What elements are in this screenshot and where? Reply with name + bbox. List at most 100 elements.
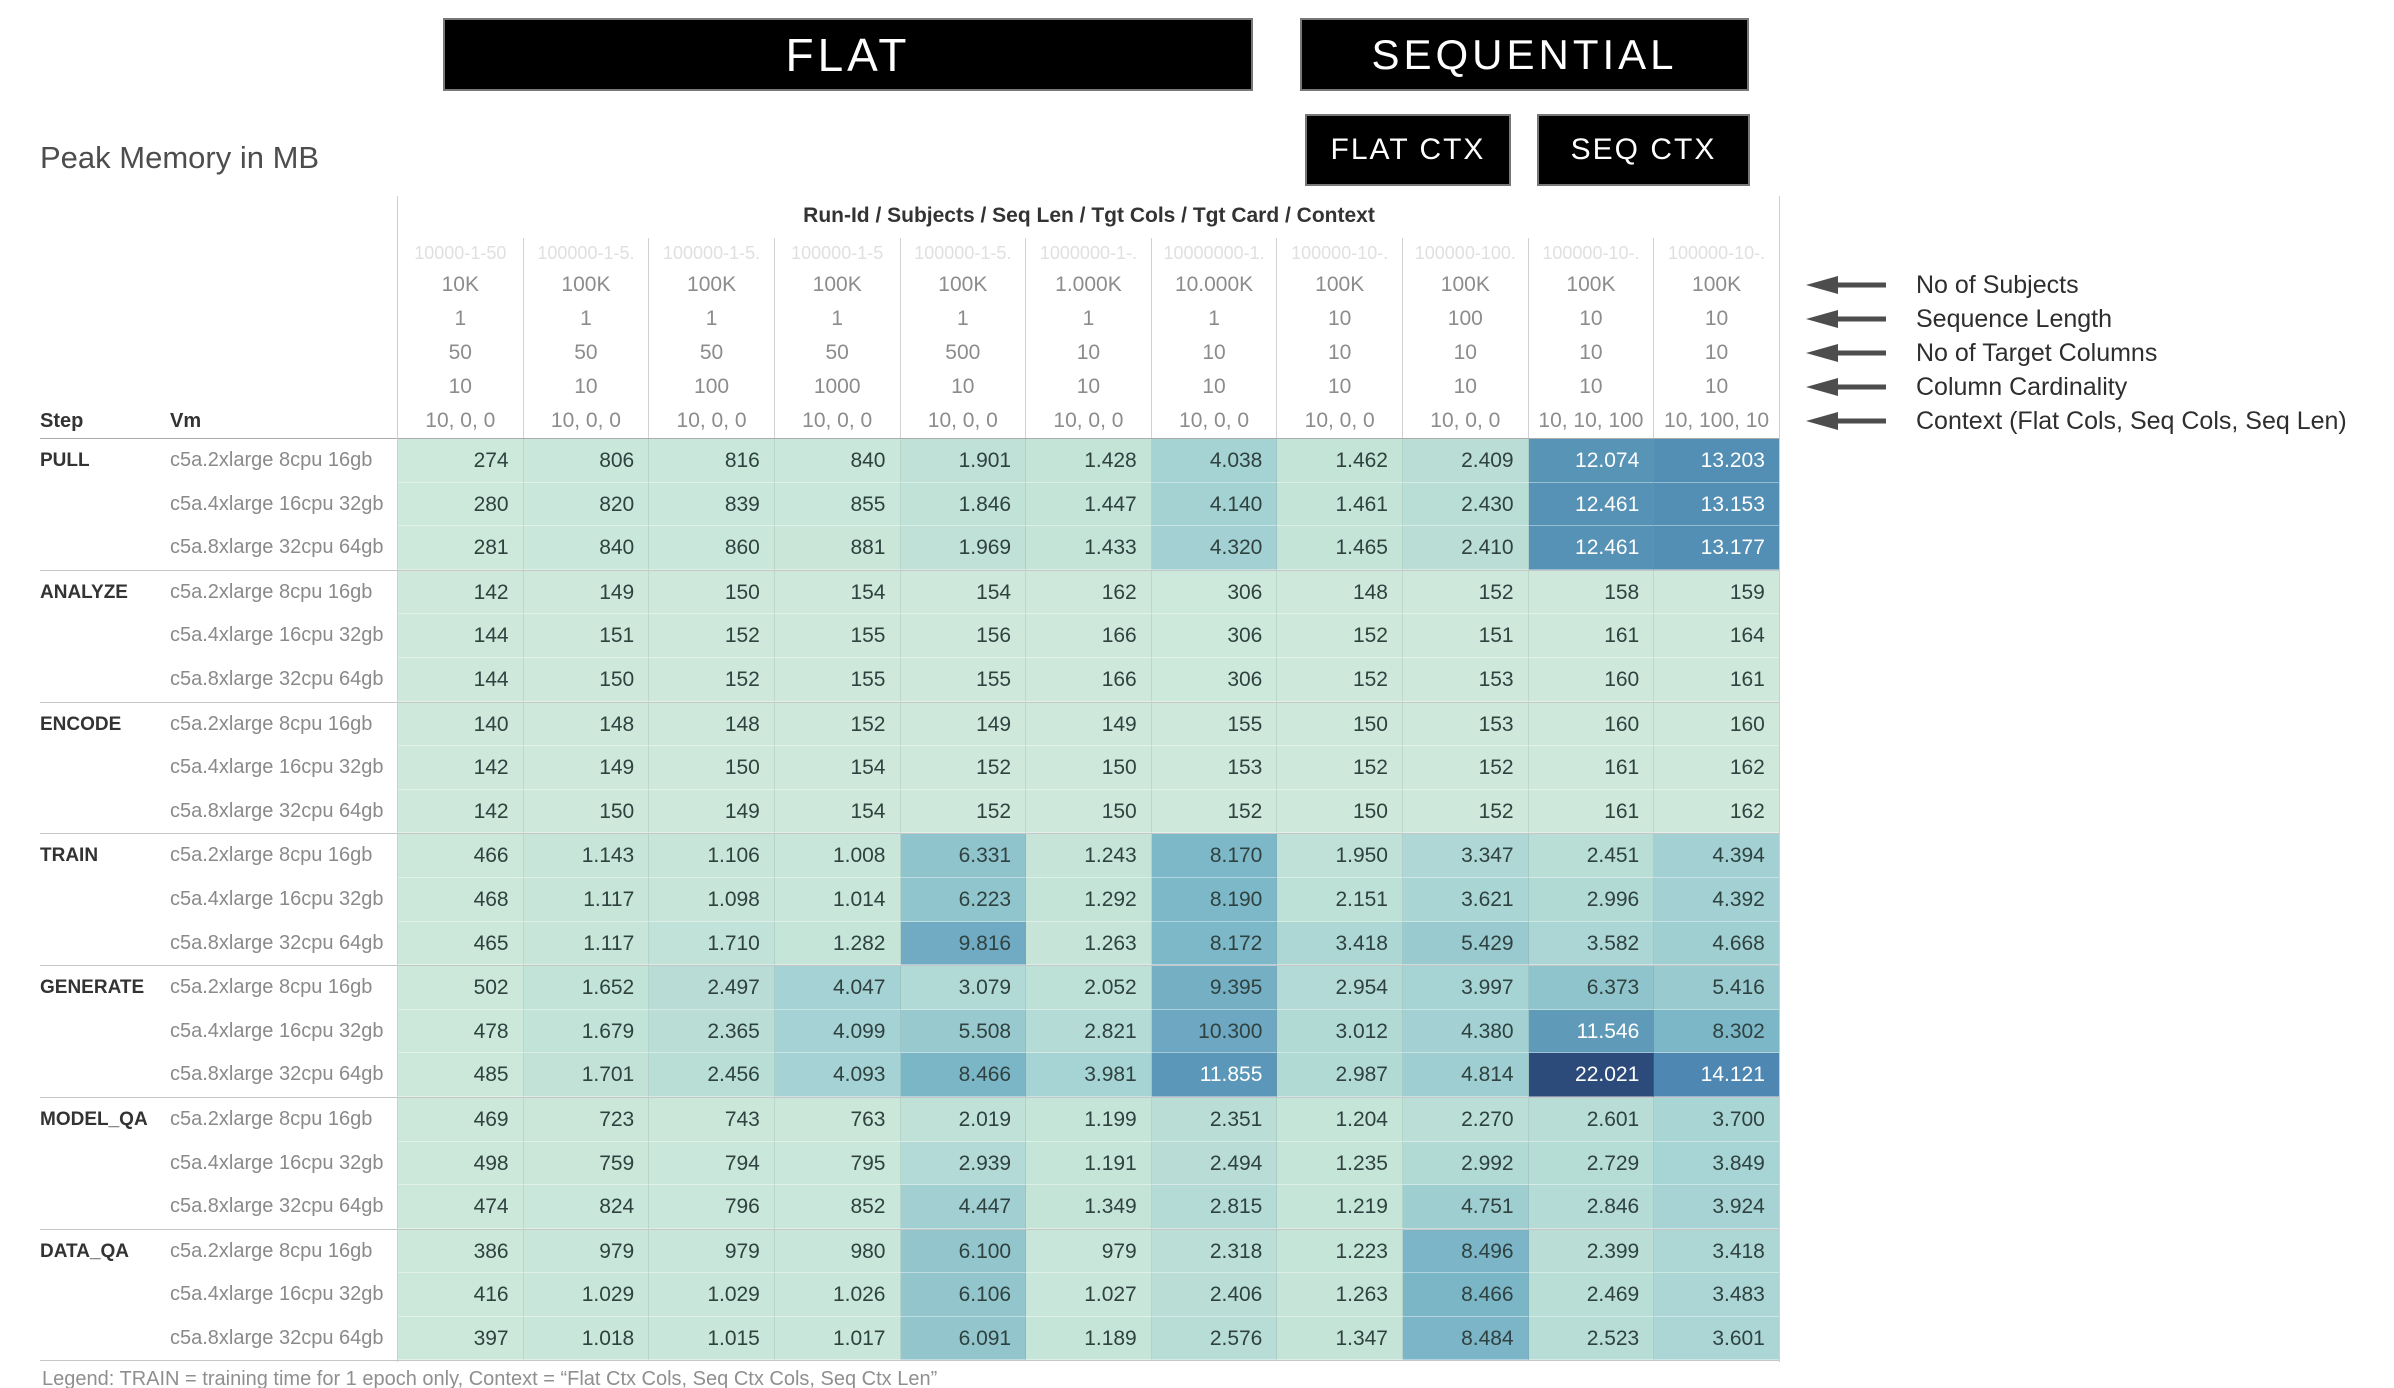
heatmap-cell[interactable]: 840	[523, 526, 650, 570]
heatmap-cell[interactable]: 2.270	[1403, 1097, 1529, 1142]
heatmap-cell[interactable]: 1.117	[523, 921, 650, 966]
heatmap-cell[interactable]: 12.461	[1528, 526, 1655, 570]
heatmap-cell[interactable]: 2.996	[1528, 877, 1655, 922]
heatmap-cell[interactable]: 149	[649, 789, 775, 834]
heatmap-cell[interactable]: 8.170	[1151, 834, 1278, 878]
heatmap-cell[interactable]: 3.347	[1403, 834, 1529, 878]
heatmap-cell[interactable]: 3.700	[1654, 1097, 1780, 1142]
heatmap-cell[interactable]: 162	[1026, 570, 1152, 615]
heatmap-cell[interactable]: 152	[1403, 570, 1529, 615]
heatmap-cell[interactable]: 465	[398, 921, 524, 966]
heatmap-cell[interactable]: 4.047	[774, 966, 901, 1010]
heatmap-cell[interactable]: 8.496	[1403, 1229, 1529, 1274]
heatmap-cell[interactable]: 150	[1277, 789, 1403, 834]
heatmap-cell[interactable]: 3.621	[1403, 877, 1529, 922]
heatmap-cell[interactable]: 13.153	[1654, 482, 1780, 527]
heatmap-cell[interactable]: 806	[523, 439, 650, 483]
heatmap-cell[interactable]: 274	[398, 439, 524, 483]
heatmap-cell[interactable]: 13.177	[1654, 526, 1780, 570]
heatmap-cell[interactable]: 1.263	[1277, 1273, 1403, 1317]
heatmap-cell[interactable]: 4.140	[1151, 482, 1278, 527]
heatmap-cell[interactable]: 150	[1026, 746, 1152, 790]
heatmap-cell[interactable]: 2.469	[1528, 1273, 1655, 1317]
heatmap-cell[interactable]: 2.351	[1151, 1097, 1278, 1142]
heatmap-cell[interactable]: 3.012	[1277, 1009, 1403, 1054]
heatmap-cell[interactable]: 1.191	[1026, 1141, 1152, 1186]
heatmap-cell[interactable]: 11.855	[1151, 1053, 1278, 1097]
heatmap-cell[interactable]: 2.815	[1151, 1185, 1278, 1229]
heatmap-cell[interactable]: 152	[900, 746, 1027, 790]
heatmap-cell[interactable]: 795	[774, 1141, 901, 1186]
heatmap-cell[interactable]: 4.380	[1403, 1009, 1529, 1054]
heatmap-cell[interactable]: 150	[523, 789, 650, 834]
heatmap-cell[interactable]: 4.099	[774, 1009, 901, 1054]
heatmap-cell[interactable]: 152	[649, 657, 775, 702]
heatmap-cell[interactable]: 881	[774, 526, 901, 570]
heatmap-cell[interactable]: 150	[523, 657, 650, 702]
heatmap-cell[interactable]: 155	[774, 614, 901, 658]
heatmap-cell[interactable]: 386	[398, 1229, 524, 1274]
heatmap-cell[interactable]: 2.406	[1151, 1273, 1278, 1317]
heatmap-cell[interactable]: 2.052	[1026, 966, 1152, 1010]
heatmap-cell[interactable]: 796	[649, 1185, 775, 1229]
heatmap-cell[interactable]: 1.029	[523, 1273, 650, 1317]
heatmap-cell[interactable]: 306	[1151, 614, 1278, 658]
heatmap-cell[interactable]: 1.349	[1026, 1185, 1152, 1229]
heatmap-cell[interactable]: 2.451	[1528, 834, 1655, 878]
heatmap-cell[interactable]: 3.997	[1403, 966, 1529, 1010]
heatmap-cell[interactable]: 2.729	[1528, 1141, 1655, 1186]
heatmap-cell[interactable]: 3.582	[1528, 921, 1655, 966]
heatmap-cell[interactable]: 2.318	[1151, 1229, 1278, 1274]
heatmap-cell[interactable]: 166	[1026, 657, 1152, 702]
heatmap-cell[interactable]: 155	[774, 657, 901, 702]
heatmap-cell[interactable]: 1.652	[523, 966, 650, 1010]
heatmap-cell[interactable]: 149	[523, 570, 650, 615]
heatmap-cell[interactable]: 466	[398, 834, 524, 878]
heatmap-cell[interactable]: 820	[523, 482, 650, 527]
heatmap-cell[interactable]: 2.409	[1403, 439, 1529, 483]
heatmap-cell[interactable]: 1.106	[649, 834, 775, 878]
heatmap-cell[interactable]: 852	[774, 1185, 901, 1229]
heatmap-cell[interactable]: 1.292	[1026, 877, 1152, 922]
heatmap-cell[interactable]: 150	[649, 570, 775, 615]
heatmap-cell[interactable]: 152	[1151, 789, 1278, 834]
heatmap-cell[interactable]: 160	[1528, 657, 1655, 702]
heatmap-cell[interactable]: 723	[523, 1097, 650, 1142]
heatmap-cell[interactable]: 3.079	[900, 966, 1027, 1010]
heatmap-cell[interactable]: 153	[1403, 657, 1529, 702]
heatmap-cell[interactable]: 4.447	[900, 1185, 1027, 1229]
heatmap-cell[interactable]: 743	[649, 1097, 775, 1142]
heatmap-cell[interactable]: 1.014	[774, 877, 901, 922]
heatmap-cell[interactable]: 152	[1277, 657, 1403, 702]
heatmap-cell[interactable]: 498	[398, 1141, 524, 1186]
heatmap-cell[interactable]: 1.029	[649, 1273, 775, 1317]
heatmap-cell[interactable]: 860	[649, 526, 775, 570]
heatmap-cell[interactable]: 1.204	[1277, 1097, 1403, 1142]
heatmap-cell[interactable]: 149	[900, 702, 1027, 747]
heatmap-cell[interactable]: 5.508	[900, 1009, 1027, 1054]
heatmap-cell[interactable]: 3.981	[1026, 1053, 1152, 1097]
heatmap-cell[interactable]: 153	[1151, 746, 1278, 790]
heatmap-cell[interactable]: 9.816	[900, 921, 1027, 966]
heatmap-cell[interactable]: 4.814	[1403, 1053, 1529, 1097]
heatmap-cell[interactable]: 485	[398, 1053, 524, 1097]
heatmap-cell[interactable]: 8.172	[1151, 921, 1278, 966]
heatmap-cell[interactable]: 161	[1528, 614, 1655, 658]
heatmap-cell[interactable]: 306	[1151, 570, 1278, 615]
heatmap-cell[interactable]: 794	[649, 1141, 775, 1186]
heatmap-cell[interactable]: 1.219	[1277, 1185, 1403, 1229]
heatmap-cell[interactable]: 5.416	[1654, 966, 1780, 1010]
heatmap-cell[interactable]: 160	[1654, 702, 1780, 747]
heatmap-cell[interactable]: 149	[1026, 702, 1152, 747]
heatmap-cell[interactable]: 6.106	[900, 1273, 1027, 1317]
heatmap-cell[interactable]: 1.189	[1026, 1316, 1152, 1361]
heatmap-cell[interactable]: 1.710	[649, 921, 775, 966]
heatmap-cell[interactable]: 1.117	[523, 877, 650, 922]
heatmap-cell[interactable]: 162	[1654, 746, 1780, 790]
heatmap-cell[interactable]: 11.546	[1528, 1009, 1655, 1054]
heatmap-cell[interactable]: 13.203	[1654, 439, 1780, 483]
heatmap-cell[interactable]: 2.365	[649, 1009, 775, 1054]
heatmap-cell[interactable]: 164	[1654, 614, 1780, 658]
heatmap-cell[interactable]: 2.992	[1403, 1141, 1529, 1186]
heatmap-cell[interactable]: 155	[1151, 702, 1278, 747]
